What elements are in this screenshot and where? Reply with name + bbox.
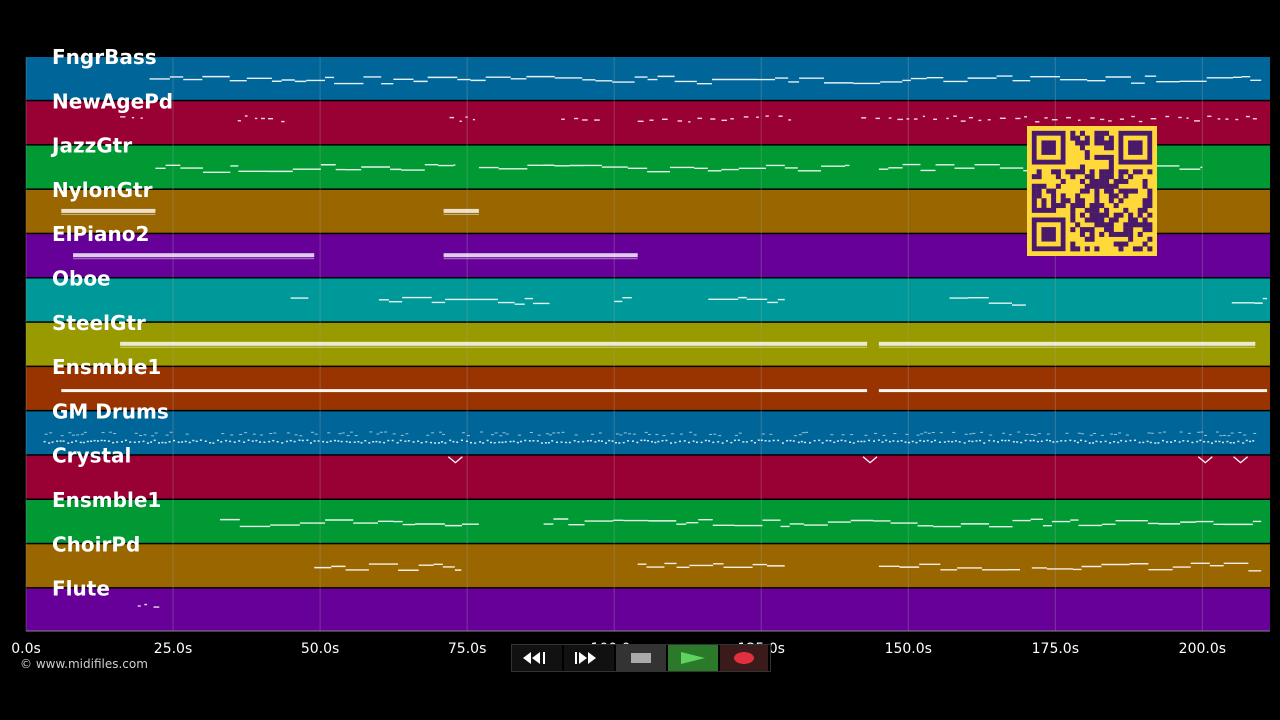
- note-segment: [637, 562, 785, 569]
- track-lane: [26, 455, 1270, 499]
- note-segment: [314, 563, 462, 571]
- track-label: GM Drums: [52, 399, 169, 423]
- track-label: JazzGtr: [50, 134, 132, 158]
- play-icon: [680, 652, 705, 664]
- note-segment: [1197, 456, 1213, 464]
- note-segment: [861, 115, 1257, 123]
- track-lane: [26, 588, 1270, 632]
- note-segment: [43, 431, 1257, 444]
- track-labels: FngrBass NewAgePd JazzGtr NylonGtr ElPiano2 O…: [50, 45, 173, 601]
- note-segment: [543, 518, 1262, 528]
- rewind-button[interactable]: [512, 645, 564, 671]
- note-segment: [378, 296, 550, 305]
- track-label: Oboe: [52, 267, 111, 291]
- note-segment: [862, 456, 878, 464]
- tick-label: 0.0s: [11, 641, 41, 657]
- note-segment: [637, 115, 792, 123]
- note-segment: [878, 341, 1256, 348]
- track-label: Ensmble1: [52, 488, 161, 512]
- qr-code: [1027, 126, 1157, 256]
- fast-forward-button[interactable]: [563, 645, 616, 671]
- note-segment: [120, 116, 143, 119]
- track-label: NylonGtr: [52, 178, 153, 202]
- note-segment: [878, 389, 1268, 393]
- track-lane: [26, 57, 1270, 100]
- note-segment: [120, 341, 868, 348]
- track-label: Flute: [52, 577, 110, 601]
- play-button[interactable]: [667, 645, 720, 671]
- note-segment: [237, 115, 285, 123]
- track-lane: [26, 367, 1270, 410]
- note-segment: [1233, 456, 1249, 464]
- track-lane: [26, 411, 1270, 455]
- note-segment: [447, 456, 463, 464]
- note-segment: [443, 253, 638, 260]
- tick-label: 50.0s: [301, 641, 339, 657]
- tick-label: 175.0s: [1032, 641, 1079, 657]
- note-segment: [149, 75, 1262, 85]
- rewind-icon: [522, 652, 545, 664]
- note-segment: [220, 518, 479, 528]
- note-segment: [155, 164, 456, 173]
- note-segment: [1231, 297, 1268, 304]
- note-segment: [561, 117, 600, 121]
- track-label: ChoirPd: [52, 532, 140, 556]
- record-button[interactable]: [719, 645, 770, 671]
- copyright-text: © www.midifiles.com: [20, 657, 148, 671]
- track-label: ElPiano2: [52, 222, 149, 246]
- note-segment: [137, 603, 160, 608]
- note-segment: [949, 297, 1026, 306]
- fast-forward-icon: [574, 652, 596, 664]
- note-segment: [1031, 562, 1262, 572]
- track-label: FngrBass: [52, 45, 157, 69]
- note-segment: [878, 563, 1021, 571]
- track-label: NewAgePd: [52, 89, 173, 113]
- track-lane: [26, 544, 1270, 588]
- track-label: Ensmble1: [52, 355, 161, 379]
- note-segment: [478, 164, 850, 173]
- qr-code-icon: [1031, 130, 1153, 252]
- tick-label: 150.0s: [885, 641, 932, 657]
- stop-icon: [630, 653, 651, 663]
- note-segment: [61, 389, 868, 393]
- tick-label: 25.0s: [154, 641, 192, 657]
- time-axis: 0.0s25.0s50.0s75.0s100.0s125.0s150.0s175…: [11, 630, 1270, 657]
- record-icon: [733, 652, 754, 664]
- tick-label: 200.0s: [1179, 641, 1226, 657]
- track-label: Crystal: [52, 444, 131, 468]
- tick-label: 75.0s: [448, 641, 486, 657]
- track-lane: [26, 278, 1270, 322]
- note-segment: [708, 296, 785, 304]
- note-segment: [61, 208, 156, 215]
- playback-controls: [511, 644, 771, 672]
- note-segment: [73, 253, 315, 260]
- note-segment: [614, 296, 632, 303]
- note-segment: [443, 208, 479, 215]
- track-lane: [26, 500, 1270, 543]
- note-layer: [43, 75, 1268, 608]
- stop-button[interactable]: [615, 645, 668, 671]
- note-segment: [449, 116, 475, 122]
- track-label: SteelGtr: [52, 311, 146, 335]
